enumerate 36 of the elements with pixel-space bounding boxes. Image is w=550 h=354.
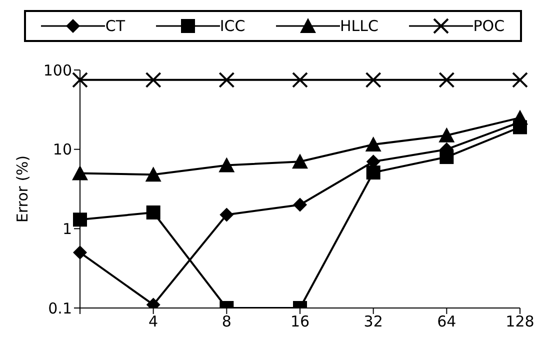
point <box>146 205 160 220</box>
x-tick-label: 32 <box>364 312 383 331</box>
point <box>440 150 454 164</box>
point <box>438 127 455 142</box>
point <box>365 136 382 152</box>
x-tick-label: 4 <box>148 312 158 331</box>
point <box>218 72 235 88</box>
point <box>73 246 87 260</box>
point <box>365 72 382 88</box>
x-tick-label: 64 <box>437 312 456 331</box>
point <box>145 166 162 182</box>
legend-label: HLLC <box>340 17 378 35</box>
point <box>293 198 307 212</box>
y-tick-label: 1 <box>62 220 72 238</box>
point <box>145 72 162 88</box>
legend-label: ICC <box>220 17 246 35</box>
point <box>438 72 455 88</box>
y-tick-label: 10 <box>52 140 72 159</box>
point <box>512 72 528 88</box>
point <box>218 157 235 172</box>
y-axis-title: Error (%) <box>13 155 32 223</box>
legend-label: CT <box>105 17 126 35</box>
point <box>220 208 234 222</box>
y-tick-label: 0.1 <box>48 299 72 318</box>
point <box>73 212 87 227</box>
legend-label: POC <box>473 17 505 35</box>
y-tick-label: 100 <box>43 61 72 80</box>
point <box>72 165 88 180</box>
point <box>512 110 528 125</box>
x-tick-label: 8 <box>222 312 232 331</box>
point <box>366 166 380 180</box>
point <box>72 72 88 88</box>
x-tick-label: 16 <box>290 312 310 331</box>
x-tick-label: 128 <box>506 312 534 331</box>
point <box>292 154 308 169</box>
point <box>292 72 308 88</box>
